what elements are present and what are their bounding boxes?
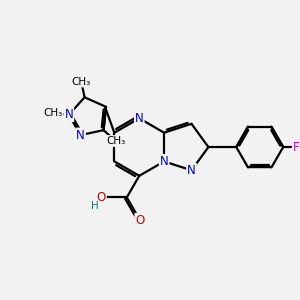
- Text: N: N: [135, 112, 144, 125]
- Text: H: H: [91, 201, 98, 211]
- Text: CH₃: CH₃: [43, 108, 62, 118]
- Text: N: N: [160, 155, 169, 168]
- Text: CH₃: CH₃: [72, 76, 91, 86]
- Text: N: N: [187, 164, 196, 177]
- Text: O: O: [135, 214, 145, 227]
- Text: F: F: [293, 141, 300, 154]
- Text: O: O: [97, 191, 106, 204]
- Text: N: N: [64, 108, 73, 121]
- Text: CH₃: CH₃: [106, 136, 125, 146]
- Text: N: N: [76, 128, 85, 142]
